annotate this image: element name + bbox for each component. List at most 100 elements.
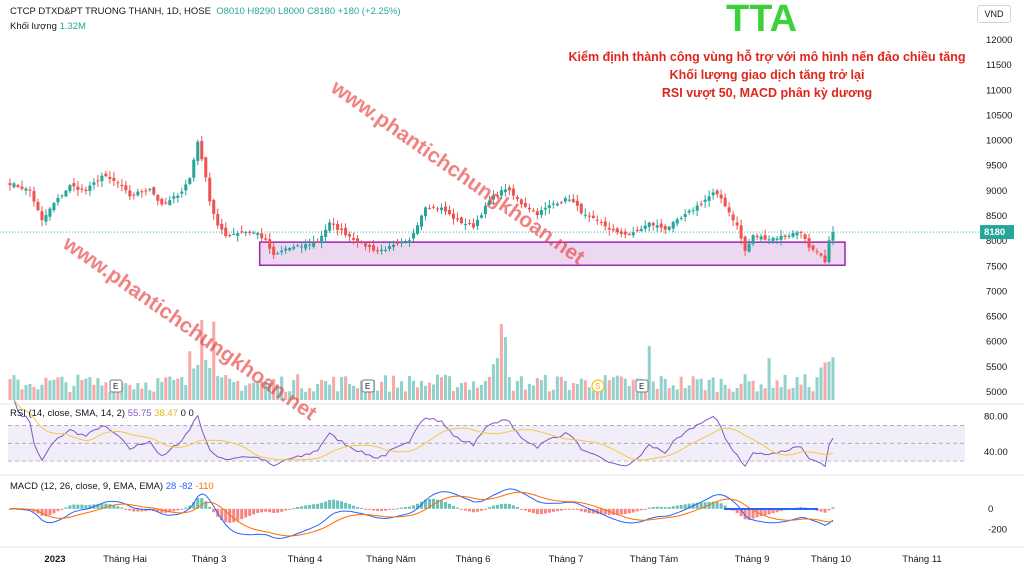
candle-body bbox=[20, 186, 24, 189]
volume-bar bbox=[300, 388, 304, 400]
macd-hist-bar bbox=[823, 508, 827, 513]
time-axis-label: Tháng 9 bbox=[735, 554, 770, 565]
rsi-extra-1: 0 bbox=[180, 408, 186, 419]
macd-hist-bar bbox=[96, 504, 100, 509]
symbol-line[interactable]: CTCP DTXD&PT TRUONG THANH, 1D, HOSE bbox=[10, 6, 211, 17]
macd-hist-bar bbox=[831, 507, 835, 509]
volume-bar bbox=[64, 382, 68, 400]
volume-value: 1.32M bbox=[59, 21, 86, 32]
macd-hist-value: 28 bbox=[165, 481, 177, 492]
macd-hist-bar bbox=[819, 508, 823, 512]
event-marker bbox=[109, 379, 123, 393]
macd-hist-bar bbox=[268, 508, 272, 513]
rsi-extra-2: 0 bbox=[188, 408, 194, 419]
candle-body bbox=[719, 194, 723, 199]
volume-bar bbox=[415, 387, 420, 400]
rsi-header[interactable]: RSI (14, close, SMA, 14, 2) 55.75 38.47 … bbox=[10, 408, 194, 419]
candle-body bbox=[443, 206, 447, 212]
candle-body bbox=[419, 215, 424, 227]
volume-bar bbox=[519, 376, 523, 400]
macd-hist-bar bbox=[340, 501, 344, 509]
volume-bar bbox=[296, 374, 300, 400]
volume-bar bbox=[527, 383, 531, 400]
volume-bar bbox=[220, 377, 224, 400]
candle-body bbox=[623, 231, 627, 235]
volume-bar bbox=[376, 390, 380, 400]
macd-hist-bar bbox=[471, 508, 475, 513]
candle-body bbox=[707, 196, 711, 201]
candle-body bbox=[615, 228, 619, 233]
volume-bar bbox=[459, 382, 463, 400]
macd-hist-bar bbox=[360, 507, 364, 509]
volume-bar bbox=[819, 367, 823, 400]
volume-bar bbox=[627, 386, 631, 400]
macd-hist-bar bbox=[380, 508, 384, 511]
volume-bar bbox=[212, 321, 216, 400]
macd-label: MACD (12, 26, close, 9, EMA, EMA) bbox=[10, 481, 164, 492]
time-axis-label: 2023 bbox=[44, 554, 65, 565]
candle-body bbox=[479, 215, 483, 218]
candle-body bbox=[252, 232, 256, 234]
candle-body bbox=[755, 235, 759, 238]
volume-bar bbox=[28, 383, 32, 400]
volume-bar bbox=[80, 380, 84, 400]
macd-hist-bar bbox=[244, 508, 248, 518]
candle-body bbox=[795, 232, 799, 236]
candle-body bbox=[180, 191, 184, 194]
volume-bar bbox=[703, 390, 707, 400]
annotation-line-3: RSI vượt 50, MACD phân kỳ dương bbox=[661, 86, 873, 100]
macd-hist-bar bbox=[551, 508, 555, 512]
candle-body bbox=[312, 242, 316, 247]
volume-bar bbox=[388, 391, 392, 400]
volume-bar bbox=[799, 384, 803, 400]
time-axis-label: Tháng 11 bbox=[902, 554, 941, 565]
volume-bar bbox=[431, 384, 436, 400]
rsi-tick-label: 80.00 bbox=[984, 411, 1008, 422]
volume-bar bbox=[427, 382, 432, 400]
candle-body bbox=[300, 246, 304, 248]
volume-bar bbox=[364, 390, 368, 400]
candle-body bbox=[396, 242, 400, 244]
candle-body bbox=[811, 245, 815, 250]
volume-bar bbox=[755, 391, 759, 400]
macd-hist-bar bbox=[64, 507, 68, 509]
candle-body bbox=[495, 195, 499, 197]
volume-bar bbox=[344, 376, 348, 400]
macd-header[interactable]: MACD (12, 26, close, 9, EMA, EMA) 28 -82… bbox=[10, 481, 214, 492]
macd-hist-bar bbox=[280, 508, 284, 512]
macd-hist-bar bbox=[276, 508, 280, 513]
candle-body bbox=[208, 177, 212, 202]
currency-button[interactable]: VND bbox=[977, 5, 1011, 23]
candle-body bbox=[108, 176, 112, 179]
candle-body bbox=[92, 182, 96, 185]
time-axis-label: Tháng 7 bbox=[549, 554, 584, 565]
volume-bar bbox=[619, 376, 623, 400]
close-price: C8180 bbox=[307, 6, 336, 17]
volume-label[interactable]: Khối lượng bbox=[10, 21, 57, 32]
candle-body bbox=[16, 185, 20, 188]
candle-body bbox=[328, 222, 332, 231]
macd-hist-bar bbox=[116, 506, 120, 509]
price-tick-label: 6000 bbox=[986, 337, 1007, 348]
volume-bar bbox=[667, 388, 671, 400]
price-tick-label: 7000 bbox=[986, 286, 1007, 297]
candle-body bbox=[64, 190, 68, 197]
volume-bar bbox=[356, 388, 360, 400]
macd-hist-bar bbox=[368, 508, 372, 510]
volume-bar bbox=[204, 359, 208, 400]
time-axis-label: Tháng 4 bbox=[288, 554, 323, 565]
rsi-ma-value: 38.47 bbox=[154, 408, 178, 419]
candle-body bbox=[360, 241, 364, 243]
volume-bar bbox=[711, 377, 715, 400]
candle-body bbox=[575, 200, 579, 206]
candle-body bbox=[72, 183, 76, 187]
volume-bar bbox=[92, 384, 96, 400]
macd-hist-bar bbox=[467, 508, 471, 512]
macd-hist-bar bbox=[220, 508, 224, 521]
macd-hist-bar bbox=[120, 507, 124, 509]
macd-hist-bar bbox=[695, 502, 699, 509]
candle-body bbox=[407, 240, 412, 243]
macd-hist-bar bbox=[100, 503, 104, 509]
candle-body bbox=[192, 159, 196, 178]
